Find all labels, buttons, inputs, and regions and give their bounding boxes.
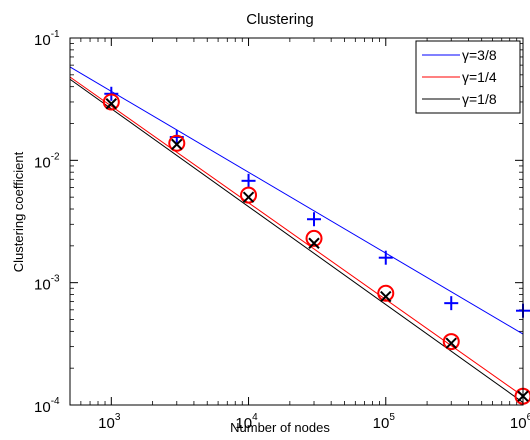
x-tick-label-base: 10 xyxy=(98,415,115,432)
x-marker-b xyxy=(445,337,457,349)
x-tick-label: 105 xyxy=(373,412,396,432)
x-tick-label: 106 xyxy=(510,412,530,432)
y-tick-label-exponent: -3 xyxy=(51,274,60,285)
legend-label: γ=1/8 xyxy=(462,91,497,107)
x-tick-label-exponent: 3 xyxy=(115,412,121,423)
x-axis-label: Number of nodes xyxy=(230,420,330,435)
x-marker xyxy=(171,138,183,151)
x-marker xyxy=(445,337,457,349)
x-tick-label-base: 10 xyxy=(510,415,527,432)
y-tick-label: 10-2 xyxy=(34,151,60,171)
x-marker xyxy=(380,290,392,303)
x-marker xyxy=(308,237,320,249)
circle-marker xyxy=(240,186,258,204)
y-tick-label: 10-1 xyxy=(34,29,60,49)
x-marker-b xyxy=(242,191,255,203)
x-marker-b xyxy=(105,98,118,110)
circle-marker xyxy=(305,229,323,247)
x-tick-label: 103 xyxy=(98,412,121,432)
legend-label: γ=3/8 xyxy=(462,47,497,63)
series-line xyxy=(69,66,524,335)
x-tick-label: 104 xyxy=(235,412,258,432)
x-marker xyxy=(242,191,255,203)
circle-marker xyxy=(102,93,120,111)
y-axis-label: Clustering coefficient xyxy=(11,151,26,272)
circle-marker xyxy=(377,284,395,302)
y-tick-label-exponent: -2 xyxy=(51,151,60,162)
y-tick-label: 10-3 xyxy=(34,274,60,294)
x-tick-label-exponent: 4 xyxy=(252,412,258,423)
x-tick-label-base: 10 xyxy=(235,415,252,432)
plus-marker xyxy=(307,212,322,227)
plus-marker xyxy=(241,173,256,188)
axes-box xyxy=(69,37,524,406)
y-tick-label-exponent: -1 xyxy=(51,29,60,40)
y-tick-label-base: 10 xyxy=(34,32,51,49)
plus-marker xyxy=(378,250,393,265)
x-marker-b xyxy=(380,290,392,303)
legend-label: γ=1/4 xyxy=(462,69,497,85)
y-tick-label: 10-4 xyxy=(34,396,60,416)
chart-title: Clustering xyxy=(246,11,314,28)
plus-marker xyxy=(444,296,459,311)
y-tick-label-exponent: -4 xyxy=(51,396,60,407)
legend: γ=3/8 γ=1/4 γ=1/8 xyxy=(415,40,521,114)
x-tick-label-base: 10 xyxy=(373,415,390,432)
x-marker xyxy=(105,98,118,110)
circle-marker xyxy=(442,333,460,351)
y-tick-label-base: 10 xyxy=(34,277,51,294)
y-tick-label-base: 10 xyxy=(34,154,51,171)
series-line xyxy=(69,76,524,397)
x-tick-label-exponent: 5 xyxy=(389,412,395,423)
x-marker-b xyxy=(171,138,183,151)
x-marker-b xyxy=(308,237,320,249)
x-tick-label-exponent: 6 xyxy=(527,412,530,423)
y-tick-label-base: 10 xyxy=(34,399,51,416)
circle-marker xyxy=(168,134,186,152)
